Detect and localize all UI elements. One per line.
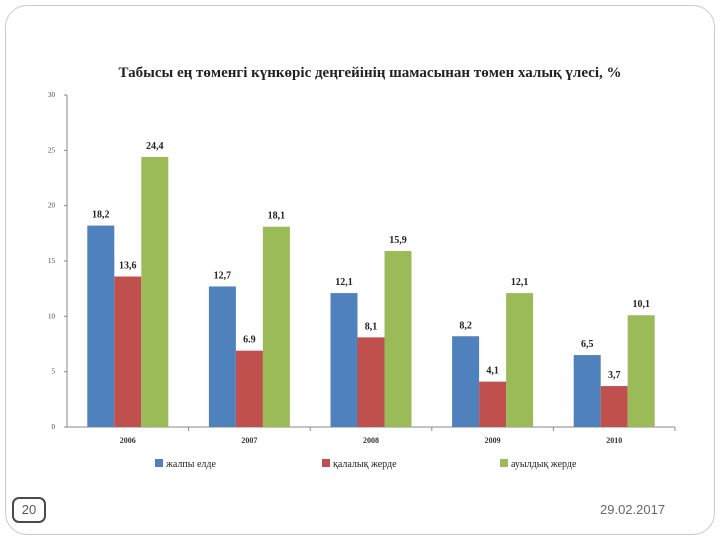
data-label: 12,7 bbox=[214, 270, 232, 281]
y-tick-label: 0 bbox=[52, 423, 56, 431]
data-label: 10,1 bbox=[632, 299, 650, 310]
bar-2008-2 bbox=[357, 337, 385, 427]
x-axis: 2006 2007 2008 2009 2010 bbox=[67, 426, 676, 445]
bar-2010-1 bbox=[573, 355, 601, 427]
bars bbox=[87, 156, 655, 427]
bar-2010-3 bbox=[627, 315, 655, 427]
legend-swatch bbox=[500, 459, 508, 467]
bar-2008-1 bbox=[330, 293, 358, 427]
data-label: 13,6 bbox=[119, 260, 137, 271]
data-label: 8,2 bbox=[459, 320, 472, 331]
data-label: 24,4 bbox=[146, 141, 164, 152]
x-tick-label: 2007 bbox=[241, 436, 257, 445]
chart-title: Табысы ең төменгі күнкөріс деңгейінің ша… bbox=[119, 65, 622, 81]
legend-label: қалалық жерде bbox=[333, 459, 397, 470]
bar-2007-1 bbox=[208, 286, 236, 427]
legend-swatch bbox=[155, 459, 163, 467]
data-label: 8,1 bbox=[365, 321, 378, 332]
x-tick-label: 2010 bbox=[606, 436, 622, 445]
data-label: 12,1 bbox=[335, 277, 353, 288]
y-axis: 0 5 10 15 20 25 30 bbox=[48, 91, 68, 431]
bar-2009-1 bbox=[452, 336, 480, 427]
data-label: 4,1 bbox=[486, 366, 499, 377]
bar-2009-2 bbox=[479, 381, 507, 427]
y-tick-label: 20 bbox=[48, 202, 56, 210]
data-labels: 18,2 13,6 24,4 12,7 6.9 18,1 12,1 8,1 15,9 8,2 4,1… bbox=[92, 141, 650, 381]
legend-label: жалпы елде bbox=[165, 459, 217, 470]
y-tick-label: 15 bbox=[48, 257, 56, 265]
legend-swatch bbox=[322, 459, 330, 467]
data-label: 12,1 bbox=[511, 277, 529, 288]
slide-number: 20 bbox=[12, 497, 46, 523]
bar-2007-2 bbox=[235, 350, 263, 427]
legend-label: ауылдық жерде bbox=[511, 459, 577, 470]
bar-2006-1 bbox=[87, 225, 115, 427]
slide-frame bbox=[5, 5, 715, 535]
x-tick-label: 2008 bbox=[363, 436, 379, 445]
y-tick-label: 25 bbox=[48, 146, 56, 154]
y-tick-label: 5 bbox=[52, 368, 56, 376]
bar-2008-3 bbox=[384, 251, 412, 427]
bar-2007-3 bbox=[262, 226, 290, 427]
y-tick-label: 10 bbox=[48, 312, 56, 320]
bar-2006-2 bbox=[114, 276, 142, 427]
bar-2006-3 bbox=[141, 156, 169, 427]
data-label: 18,2 bbox=[92, 210, 110, 221]
data-label: 15,9 bbox=[389, 235, 407, 246]
x-tick-label: 2009 bbox=[485, 436, 501, 445]
legend: жалпы елде қалалық жерде ауылдық жерде bbox=[155, 459, 577, 470]
data-label: 6,5 bbox=[581, 339, 594, 350]
data-label: 6.9 bbox=[243, 335, 256, 346]
data-label: 18,1 bbox=[268, 211, 286, 222]
slide-date: 29.02.2017 bbox=[600, 502, 666, 517]
y-tick-label: 30 bbox=[48, 91, 56, 99]
x-tick-label: 2006 bbox=[120, 436, 136, 445]
data-label: 3,7 bbox=[608, 370, 621, 381]
bar-2010-2 bbox=[600, 386, 628, 427]
bar-2009-3 bbox=[506, 293, 534, 427]
